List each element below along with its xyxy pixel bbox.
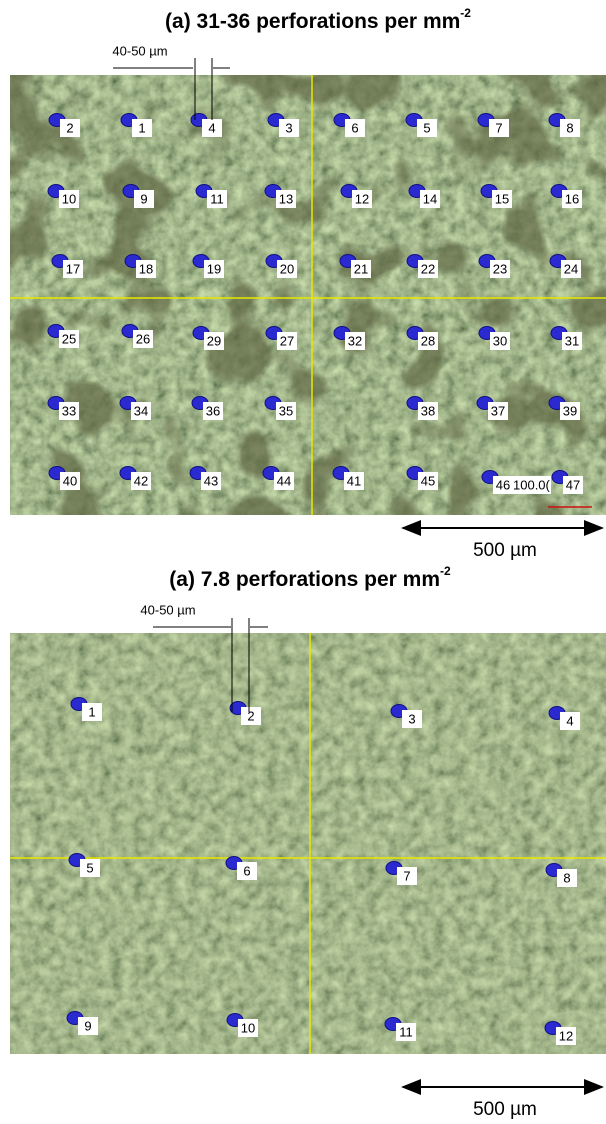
perforation-label: 14 — [423, 191, 437, 206]
perforation-label: 30 — [493, 333, 507, 348]
perforation-label: 35 — [279, 403, 293, 418]
perforation-label: 2 — [247, 708, 254, 723]
perforation-label: 4 — [566, 713, 573, 728]
perforation-label: 32 — [348, 333, 362, 348]
perforation-label: 11 — [399, 1024, 413, 1039]
panel-title: (a) 7.8 perforations per mm-2 — [169, 564, 451, 590]
perforation-label: 26 — [136, 331, 150, 346]
perforation-label: 29 — [207, 333, 221, 348]
perforation-label: 18 — [139, 261, 153, 276]
perforation-label: 27 — [280, 333, 294, 348]
pitch-label: 40-50 µm — [112, 43, 167, 58]
perforation-label: 9 — [84, 1018, 91, 1033]
figure: (a) 31-36 perforations per mm-2 40-50 µm… — [0, 0, 606, 1124]
perforation-label: 44 — [277, 473, 291, 488]
perforation-label: 28 — [421, 333, 435, 348]
perforation-label: 25 — [62, 331, 76, 346]
perforation-label: 20 — [280, 261, 294, 276]
perforation-label: 11 — [210, 191, 224, 206]
perforation-label: 43 — [204, 473, 218, 488]
perforation-label: 37 — [491, 403, 505, 418]
pitch-label: 40-50 µm — [140, 602, 195, 617]
perforation-label: 8 — [566, 120, 573, 135]
perforation-label: 1 — [138, 120, 145, 135]
perforation-label: 10 — [241, 1020, 255, 1035]
perforation-label: 22 — [421, 261, 435, 276]
perforation-label: 42 — [134, 473, 148, 488]
perforation-label: 3 — [408, 711, 415, 726]
perforation-label: 7 — [403, 868, 410, 883]
perforation-label: 45 — [421, 473, 435, 488]
perforation-label: 16 — [565, 191, 579, 206]
scale-label: 500 µm — [473, 1099, 537, 1120]
perforation-label: 7 — [495, 120, 502, 135]
perforation-label: 8 — [563, 870, 570, 885]
perforation-label: 21 — [354, 261, 368, 276]
perforation-label: 5 — [423, 120, 430, 135]
perforation-label: 40 — [63, 473, 77, 488]
perforation-label: 3 — [285, 120, 292, 135]
perforation-label: 4 — [208, 120, 215, 135]
perforation-label: 36 — [206, 403, 220, 418]
perforation-label: 12 — [355, 191, 369, 206]
panel-title: (a) 31-36 perforations per mm-2 — [165, 6, 471, 32]
perforation-label: 41 — [347, 473, 361, 488]
perforation-label: 5 — [86, 860, 93, 875]
perforation-label: 9 — [140, 191, 147, 206]
perforation-label: 31 — [565, 333, 579, 348]
perforation-label: 17 — [66, 261, 80, 276]
perforation-label: 34 — [134, 403, 148, 418]
perforation-label: 38 — [421, 403, 435, 418]
perforation-label: 1 — [88, 704, 95, 719]
perforation-label: 13 — [279, 191, 293, 206]
micrograph-texture — [10, 75, 606, 515]
perforation-label: 2 — [66, 120, 73, 135]
perforation-label: 15 — [495, 191, 509, 206]
overlay-text: 100.0( — [513, 477, 551, 492]
perforation-label: 12 — [559, 1028, 573, 1043]
perforation-label: 19 — [207, 261, 221, 276]
perforation-label: 47 — [566, 477, 580, 492]
perforation-label: 6 — [243, 863, 250, 878]
perforation-label: 10 — [62, 191, 76, 206]
perforation-label: 39 — [563, 403, 577, 418]
perforation-label: 6 — [351, 120, 358, 135]
perforation-label: 24 — [564, 261, 578, 276]
scale-label: 500 µm — [473, 540, 537, 561]
perforation-label: 46 — [496, 477, 510, 492]
perforation-label: 23 — [493, 261, 507, 276]
perforation-label: 33 — [62, 403, 76, 418]
micrograph-texture — [10, 633, 606, 1054]
